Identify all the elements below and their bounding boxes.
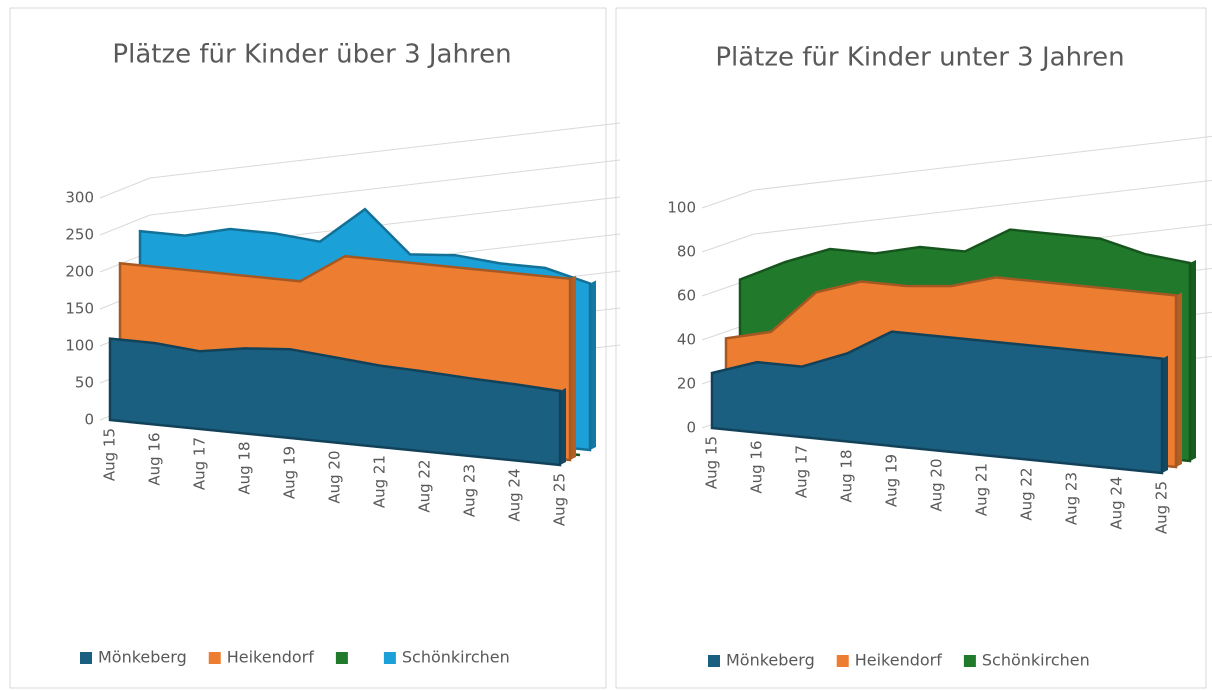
grid-line (701, 189, 755, 209)
area-side (580, 452, 586, 455)
legend-label: Heikendorf (227, 648, 315, 667)
x-tick-label: Aug 17 (191, 437, 209, 490)
x-tick-label: Aug 19 (883, 454, 901, 507)
y-tick-label: 20 (677, 375, 696, 393)
x-tick-label: Aug 22 (1018, 468, 1036, 521)
legend-label: Mönkeberg (98, 648, 187, 667)
legend-swatch (335, 652, 348, 664)
y-tick-label: 0 (686, 419, 696, 437)
x-tick-label: Aug 18 (236, 442, 254, 495)
legend-swatch (963, 655, 976, 667)
x-tick-label: Aug 16 (748, 441, 766, 494)
x-tick-label: Aug 25 (551, 473, 569, 526)
x-tick-label: Aug 15 (703, 436, 721, 489)
area-side (1162, 355, 1168, 473)
chart-title: Plätze für Kinder unter 3 Jahren (715, 43, 1124, 73)
area-side (560, 388, 566, 465)
area (710, 330, 1164, 475)
y-tick-label: 100 (65, 337, 94, 355)
legend-swatch (383, 652, 396, 664)
legend-label: Schönkirchen (982, 651, 1090, 670)
area-side (1190, 260, 1196, 461)
legend-swatch (80, 652, 92, 664)
x-tick-label: Aug 24 (1108, 477, 1126, 530)
x-tick-label: Aug 23 (1063, 472, 1081, 525)
x-tick-label: Aug 21 (973, 463, 991, 516)
grid-line (753, 135, 1212, 191)
y-tick-label: 200 (65, 263, 94, 281)
legend-label: Schönkirchen (402, 648, 510, 667)
y-tick-label: 80 (677, 243, 696, 261)
area-side (570, 275, 576, 460)
y-tick-label: 250 (65, 226, 94, 244)
y-tick-label: 150 (65, 300, 94, 318)
x-tick-label: Aug 24 (506, 469, 524, 522)
panel-border (9, 7, 607, 689)
x-tick-label: Aug 20 (928, 459, 946, 512)
panel-border (615, 7, 1207, 689)
grid-line (701, 233, 755, 253)
y-tick-label: 50 (75, 374, 94, 392)
y-tick-label: 60 (677, 287, 696, 305)
legend-label: Mönkeberg (726, 651, 815, 670)
x-tick-label: Aug 19 (281, 446, 299, 499)
x-tick-label: Aug 16 (146, 433, 164, 486)
area (108, 337, 562, 467)
y-tick-label: 300 (65, 189, 94, 207)
area-side (590, 280, 596, 450)
grid-line (99, 214, 151, 236)
legend-label: Heikendorf (855, 651, 943, 670)
x-tick-label: Aug 20 (326, 451, 344, 504)
grid-line (149, 122, 621, 179)
x-tick-label: Aug 17 (793, 445, 811, 498)
x-tick-label: Aug 25 (1153, 481, 1171, 534)
grid-line (149, 159, 621, 216)
x-tick-label: Aug 15 (101, 428, 119, 481)
y-tick-label: 40 (677, 331, 696, 349)
x-tick-label: Aug 22 (416, 460, 434, 513)
legend-swatch (208, 652, 221, 664)
x-tick-label: Aug 23 (461, 464, 479, 517)
x-tick-label: Aug 18 (838, 450, 856, 503)
grid-line (99, 177, 151, 199)
chart-title: Plätze für Kinder über 3 Jahren (112, 40, 511, 70)
legend-swatch (836, 655, 849, 667)
x-tick-label: Aug 21 (371, 455, 389, 508)
y-tick-label: 100 (667, 199, 696, 217)
legend-swatch (708, 655, 720, 667)
grid-line (753, 179, 1212, 235)
y-tick-label: 0 (84, 411, 94, 429)
area-side (1176, 292, 1182, 467)
